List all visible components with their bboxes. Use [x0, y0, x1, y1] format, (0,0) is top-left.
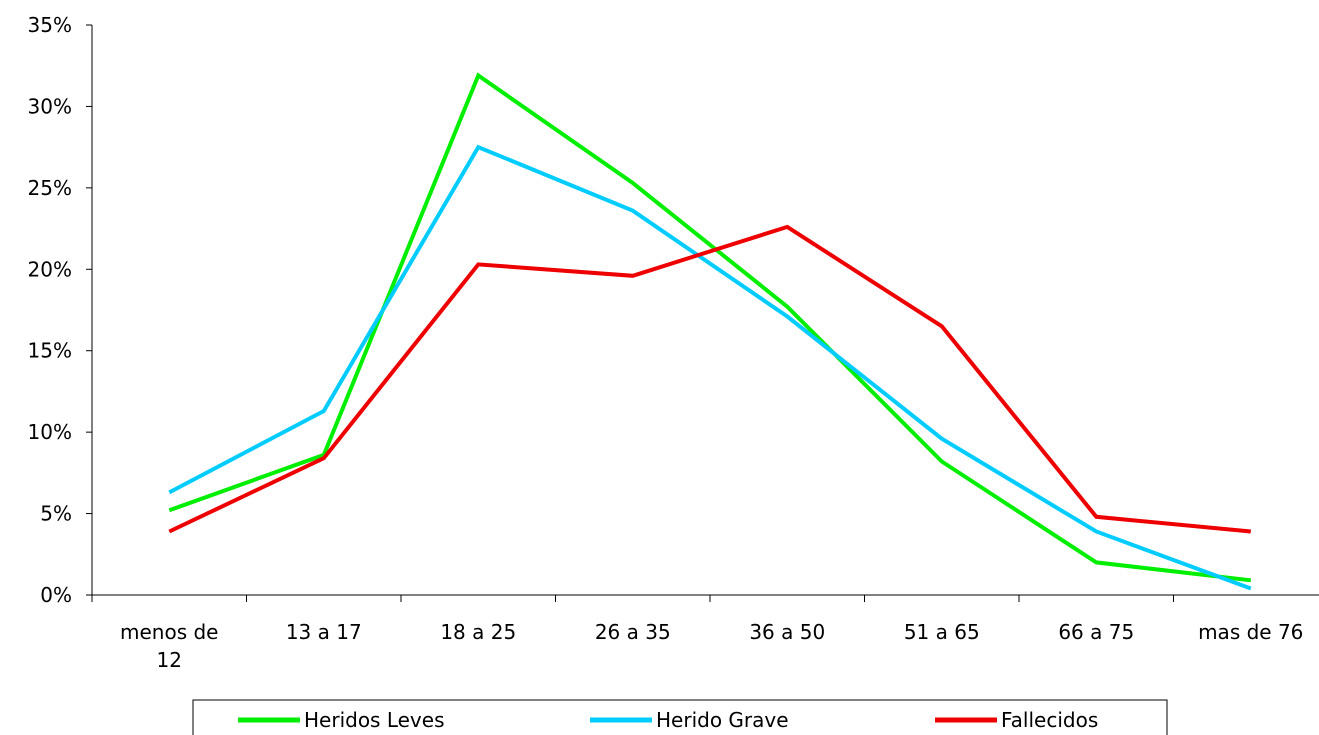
y-tick-label: 30%	[28, 94, 72, 118]
series-line-fallecidos	[168, 224, 1251, 534]
x-tick-label: 18 a 25	[440, 620, 516, 644]
chart-axes: 0% 5% 10% 15% 20% 25% 30% 35% menos de 12 13 a 17 1…	[28, 13, 1319, 672]
x-tick-label: menos de 12	[120, 620, 218, 672]
chart-legend: Heridos Leves Herido Grave Fallecidos	[192, 699, 1168, 735]
series-layer	[168, 72, 1252, 591]
x-tick-label: 36 a 50	[749, 620, 825, 644]
y-tick-label: 35%	[28, 13, 72, 37]
series-line-herido-grave	[168, 144, 1252, 591]
x-tick-label: 66 a 75	[1058, 620, 1134, 644]
series-line-heridos-leves	[168, 72, 1252, 583]
legend-label-fallecidos: Fallecidos	[1001, 708, 1098, 732]
x-tick-label: 51 a 65	[904, 620, 980, 644]
y-tick-label: 20%	[28, 257, 72, 281]
y-tick-label: 0%	[40, 583, 72, 607]
x-tick-label: 26 a 35	[595, 620, 671, 644]
y-tick-label: 25%	[28, 176, 72, 200]
x-tick-label: 13 a 17	[286, 620, 362, 644]
y-tick-label: 15%	[28, 339, 72, 363]
legend-box	[192, 699, 1168, 735]
legend-label-herido-grave: Herido Grave	[656, 708, 789, 732]
y-tick-label: 5%	[40, 502, 72, 526]
legend-label-heridos-leves: Heridos Leves	[304, 708, 445, 732]
y-tick-label: 10%	[28, 420, 72, 444]
x-tick-label: mas de 76	[1198, 620, 1303, 644]
